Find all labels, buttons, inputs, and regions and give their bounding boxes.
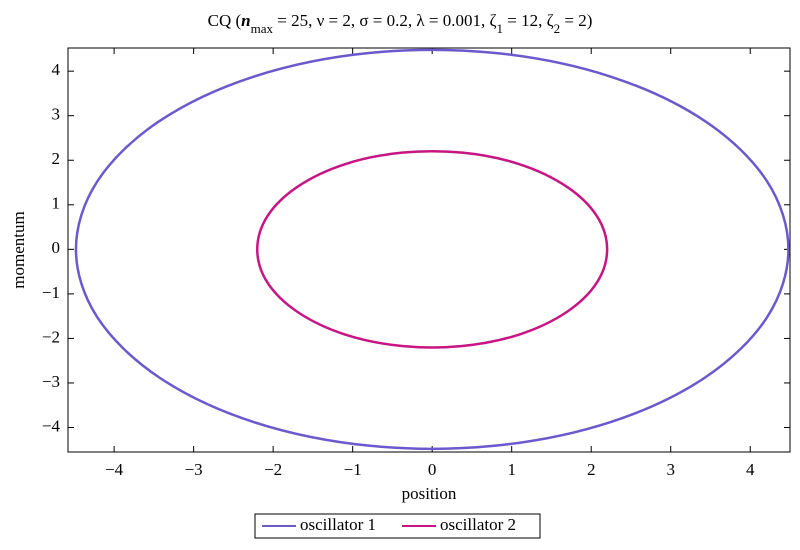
y-tick-label: 3 [52, 105, 61, 124]
title-part: = 12, ζ [503, 11, 554, 30]
x-tick-label: −1 [344, 460, 362, 479]
x-tick-label: 1 [507, 460, 516, 479]
y-tick-label: 1 [52, 194, 61, 213]
y-tick-label: −1 [42, 283, 60, 302]
title-part: 1 [496, 21, 503, 36]
title-part: 2 [554, 21, 561, 36]
title-part: CQ ( [208, 11, 242, 30]
title-part: max [251, 21, 274, 36]
legend-label: oscillator 2 [440, 515, 516, 534]
x-axis-label: position [402, 484, 457, 503]
legend-label: oscillator 1 [300, 515, 376, 534]
y-tick-label: −3 [42, 372, 60, 391]
y-tick-label: −2 [42, 327, 60, 346]
y-tick-label: 2 [52, 149, 61, 168]
x-tick-label: −3 [185, 460, 203, 479]
title-part: n [241, 11, 250, 30]
y-tick-label: 0 [52, 238, 61, 257]
series-line [255, 149, 609, 349]
y-axis-label: momentum [9, 211, 28, 288]
x-tick-label: −2 [264, 460, 282, 479]
legend [254, 513, 541, 539]
x-tick-label: 0 [428, 460, 437, 479]
title-part: = 2) [560, 11, 592, 30]
y-tick-label: 4 [52, 60, 61, 79]
chart-title: CQ (nmax = 25, ν = 2, σ = 0.2, λ = 0.001… [208, 11, 593, 36]
x-tick-label: 4 [746, 460, 755, 479]
plot-frame [67, 47, 791, 453]
y-tick-label: −4 [42, 416, 61, 435]
x-tick-label: 3 [666, 460, 675, 479]
title-part: = 25, ν = 2, σ = 0.2, λ = 0.001, ζ [273, 11, 496, 30]
series-line [74, 48, 790, 450]
x-tick-label: −4 [105, 460, 124, 479]
x-tick-label: 2 [587, 460, 596, 479]
